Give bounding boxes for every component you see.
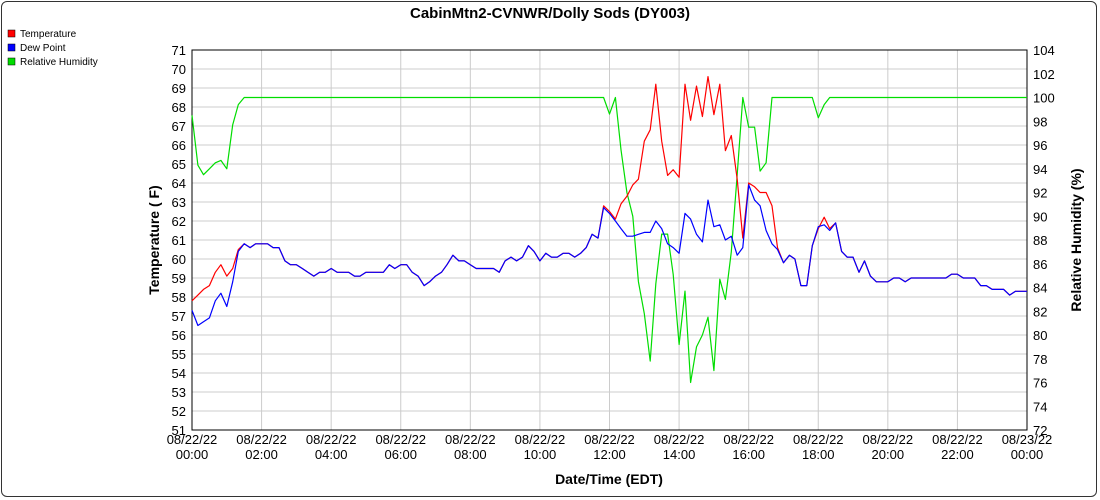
x-tick-time: 04:00 [315,447,348,462]
x-tick-date: 08/22/22 [306,432,357,447]
y2-tick-label: 102 [1033,67,1055,82]
grid [191,49,1028,431]
y-axis-title: Temperature ( F) [146,185,162,294]
x-tick-date: 08/22/22 [584,432,635,447]
x-tick-date: 08/22/22 [932,432,983,447]
y2-tick-label: 100 [1033,91,1055,106]
y-tick-label: 64 [172,176,186,191]
x-tick-time: 00:00 [176,447,209,462]
x-axis: 08/22/2200:0008/22/2202:0008/22/2204:000… [167,432,1053,462]
legend: Temperature Dew Point Relative Humidity [7,29,98,68]
x-tick-date: 08/22/22 [236,432,287,447]
x-tick-time: 14:00 [663,447,696,462]
x-tick-date: 08/22/22 [793,432,844,447]
chart-title: CabinMtn2-CVNWR/Dolly Sods (DY003) [410,5,690,22]
x-tick-time: 06:00 [384,447,417,462]
y-tick-label: 57 [172,309,186,324]
x-tick-date: 08/22/22 [375,432,426,447]
plot-area [191,49,1028,431]
y-tick-label: 60 [172,252,186,267]
y2-tick-label: 94 [1033,162,1047,177]
legend-label: Dew Point [20,43,66,54]
y-tick-label: 69 [172,81,186,96]
x-tick-time: 02:00 [245,447,278,462]
y-tick-label: 63 [172,195,186,210]
x-tick-date: 08/22/22 [863,432,914,447]
y-tick-label: 58 [172,290,186,305]
x-tick-date: 08/22/22 [723,432,774,447]
x-tick-time: 10:00 [524,447,557,462]
y2-tick-label: 98 [1033,114,1047,129]
y-tick-label: 65 [172,157,186,172]
y-tick-label: 52 [172,404,186,419]
y2-tick-label: 84 [1033,281,1047,296]
y-tick-label: 54 [172,366,186,381]
left-axis: 51 52 53 54 55 56 57 58 59 60 61 62 63 64 65 66 67 68 69 70… [172,43,186,438]
x-tick-time: 12:00 [593,447,626,462]
y2-tick-label: 86 [1033,257,1047,272]
y2-tick-label: 104 [1033,43,1055,58]
y2-tick-label: 76 [1033,376,1047,391]
y-tick-label: 61 [172,233,186,248]
x-tick-date: 08/22/22 [167,432,218,447]
y-tick-label: 56 [172,328,186,343]
y2-tick-label: 88 [1033,233,1047,248]
y-tick-label: 53 [172,385,186,400]
x-tick-date: 08/23/22 [1002,432,1053,447]
y-tick-label: 70 [172,62,186,77]
y2-tick-label: 82 [1033,304,1047,319]
dew-point-line [191,184,1027,327]
x-tick-time: 18:00 [802,447,835,462]
legend-swatch [7,57,16,66]
series-layer [191,75,1027,384]
y2-tick-label: 92 [1033,186,1047,201]
x-axis-title: Date/Time (EDT) [555,471,663,487]
y2-tick-label: 74 [1033,399,1047,414]
legend-label: Temperature [20,29,77,40]
y2-tick-label: 90 [1033,209,1047,224]
x-tick-time: 00:00 [1011,447,1044,462]
x-tick-date: 08/22/22 [515,432,566,447]
legend-label: Relative Humidity [20,57,98,68]
y2-tick-label: 96 [1033,138,1047,153]
relative-humidity-line [191,96,1027,384]
legend-swatch [7,29,16,38]
y2-tick-label: 72 [1033,423,1047,438]
y-tick-label: 59 [172,271,186,286]
y-tick-label: 66 [172,138,186,153]
y2-axis-title: Relative Humidity (%) [1068,168,1084,311]
x-tick-time: 16:00 [732,447,765,462]
x-tick-time: 20:00 [872,447,905,462]
y-tick-label: 51 [172,423,186,438]
y-tick-label: 55 [172,347,186,362]
y2-tick-label: 78 [1033,352,1047,367]
x-tick-date: 08/22/22 [654,432,705,447]
y-tick-label: 62 [172,214,186,229]
legend-swatch [7,43,16,52]
y-tick-label: 67 [172,119,186,134]
y2-tick-label: 80 [1033,328,1047,343]
y-tick-label: 68 [172,100,186,115]
x-tick-date: 08/22/22 [445,432,496,447]
x-tick-time: 08:00 [454,447,487,462]
y-tick-label: 71 [172,43,186,58]
right-axis: 72 74 76 78 80 82 84 86 88 90 92 94 96 98 100 102 104 [1033,43,1055,438]
x-tick-time: 22:00 [941,447,974,462]
